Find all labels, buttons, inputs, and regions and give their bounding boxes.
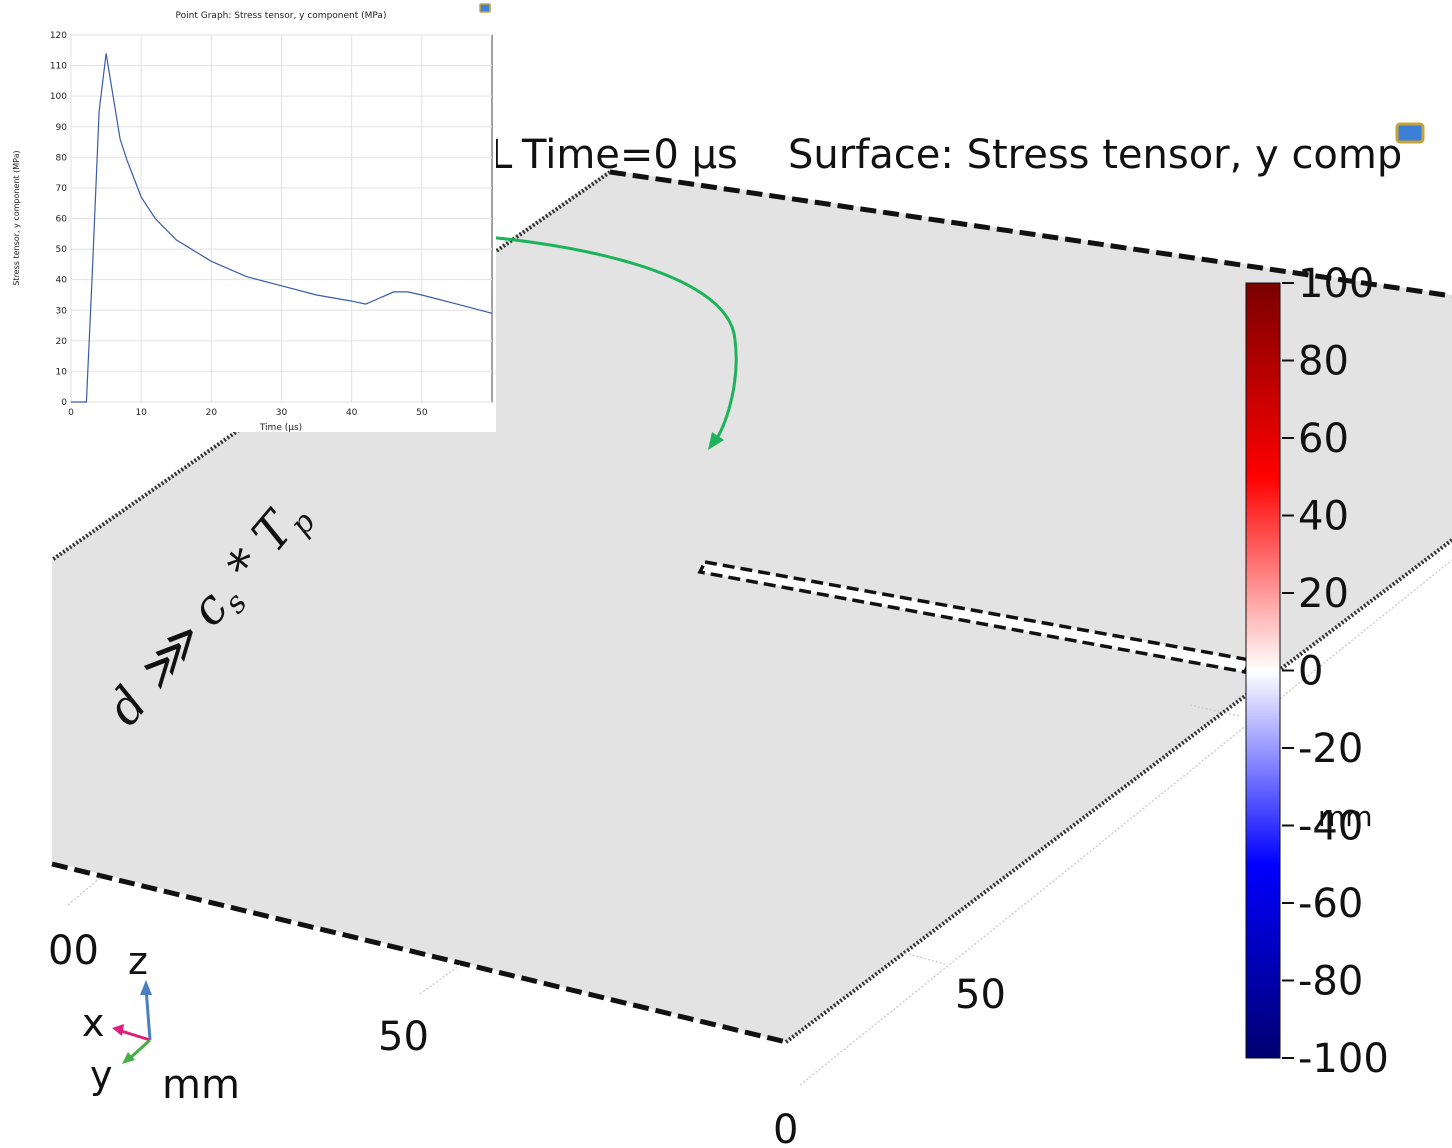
y-tick-label: 100 [50,92,67,102]
colorbar-ticks: 100 80 60 40 20 0 -20 -40 -60 -80 -100 [1282,261,1389,1082]
plate-edge-right [784,538,1452,1044]
axis-tick-50-right: 50 [955,972,1006,1018]
triad-z: z [128,939,148,983]
x-tick-label: 20 [206,408,218,418]
y-tick-label: 10 [56,367,68,377]
axis-tick-partial: 00 [48,928,99,974]
colorbar-tick-label: 60 [1298,416,1349,462]
axis-grid-line [1189,704,1241,717]
series-line [71,53,493,403]
colorbar-tick-label: -60 [1298,881,1363,927]
y-tick-label: 0 [61,398,67,408]
annotation-arrow [394,229,738,441]
x-tick-label: 10 [135,408,147,418]
plate-edge-left [50,170,612,562]
x-tick-label: 0 [68,408,74,418]
colorbar-tick-label: -20 [1298,726,1363,772]
y-tick-label: 20 [56,337,68,347]
plate-edge-back [609,169,1452,299]
y-tick-label: 40 [56,276,68,286]
window-icon[interactable] [1395,122,1425,144]
axis-triad: z x y [82,939,152,1097]
colorbar-tick-label: 0 [1298,649,1323,695]
axis-tick-50-left: 50 [378,1014,429,1060]
colorbar [1245,282,1281,1059]
y-tick-label: 90 [56,123,68,133]
plot-title-surface: Surface: Stress tensor, y comp [788,132,1402,178]
inset-title: Point Graph: Stress tensor, y component … [176,11,387,21]
colorbar-tick-label: 40 [1298,494,1349,540]
inset-ylabel: Stress tensor, y component (MPa) [12,150,21,285]
triad-x: x [82,1001,105,1045]
x-tick-label: 50 [416,408,428,418]
colorbar-tick-label: 100 [1298,261,1374,307]
plate-edge-front [51,861,787,1045]
overlap-unit-label: mm [1318,800,1373,833]
inset-window-icon[interactable] [479,3,491,13]
axis-tick-zero: 0 [773,1107,798,1148]
axis-grid-line [67,877,101,906]
y-tick-label: 60 [56,215,68,225]
colorbar-tick-label: -80 [1298,959,1363,1005]
colorbar-tick-label: -100 [1298,1036,1389,1082]
point-graph: 0 10 20 30 40 50 60 70 80 90 100 110 120 0 10 20 30 40 50… [12,3,493,432]
y-tick-label: 30 [56,306,68,316]
colorbar-tick-label: 80 [1298,339,1349,385]
x-tick-label: 30 [276,408,288,418]
triad-y: y [90,1053,113,1097]
y-tick-label: 120 [50,31,67,41]
x-tick-label: 40 [346,408,358,418]
crack [697,560,1253,674]
y-tick-label: 70 [56,184,68,194]
colorbar-tick-label: -40 [1298,804,1363,850]
axis-grid-line [904,952,946,965]
plot-title-time: Time=0 µs [521,132,738,178]
axis-grid-line [799,559,1452,1086]
inset-xlabel: Time (µs) [259,423,302,432]
colorbar-tick-label: 20 [1298,571,1349,617]
y-tick-label: 80 [56,153,68,163]
unit-label: mm [162,1062,240,1108]
arrow-head [708,432,724,450]
y-tick-label: 110 [50,62,67,72]
axis-grid-line [419,964,461,995]
point-graph-panel: 0 10 20 30 40 50 60 70 80 90 100 110 120 0 10 20 30 40 50… [0,0,496,432]
y-tick-label: 50 [56,245,68,255]
